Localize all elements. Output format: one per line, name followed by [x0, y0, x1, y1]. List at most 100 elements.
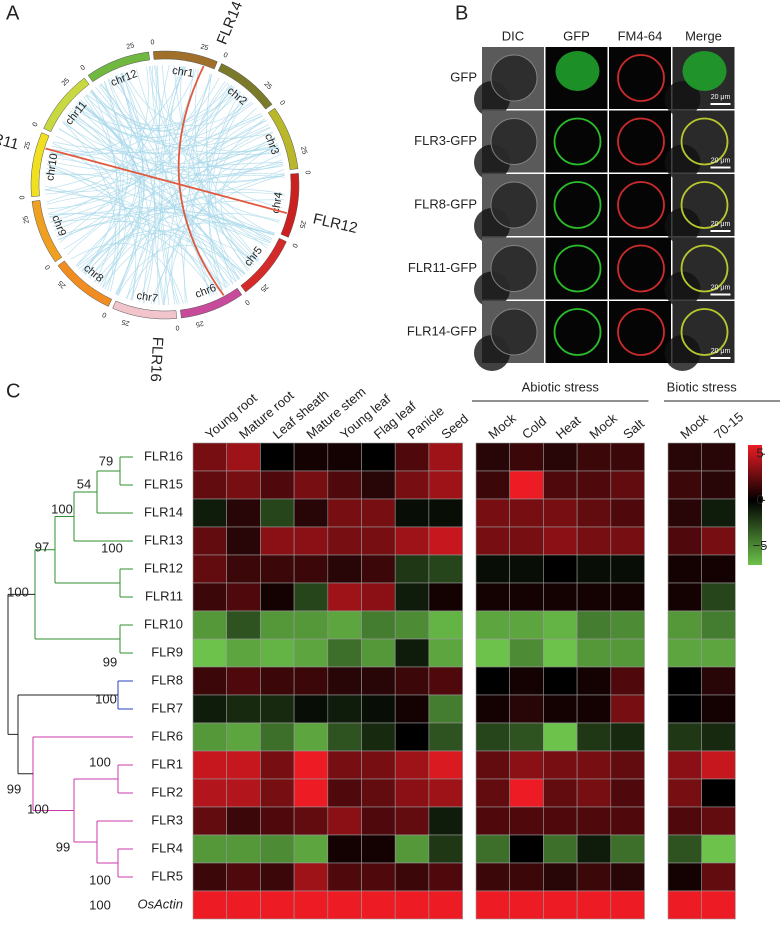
- heatmap-cell: [509, 666, 544, 696]
- tick-label: 25: [57, 279, 68, 290]
- synteny-link: [117, 244, 246, 296]
- row-label: FLR4: [151, 840, 183, 855]
- heatmap-cell: [260, 638, 295, 668]
- heatmap-cell: [610, 554, 645, 584]
- row-label: FLR5: [151, 868, 183, 883]
- tick-label: 25: [299, 146, 308, 155]
- heatmap-cell: [394, 666, 430, 696]
- membrane: [553, 244, 602, 293]
- tick-label: 0: [303, 170, 310, 175]
- heatmap-cell: [226, 750, 261, 780]
- row-label: FLR9: [151, 644, 183, 659]
- heatmap-cell: [361, 526, 396, 556]
- membrane: [617, 54, 665, 102]
- heatmap-cell: [576, 470, 612, 500]
- synteny-link: [125, 174, 285, 299]
- heatmap-cell: [701, 778, 736, 808]
- scale-bar-label: 20 μm: [711, 221, 731, 228]
- synteny-link: [206, 74, 234, 285]
- heatmap-cell: [327, 498, 362, 528]
- heatmap-cell: [610, 610, 645, 640]
- heatmap-cell: [543, 498, 578, 528]
- heatmap-cell: [475, 638, 511, 668]
- synteny-link: [63, 120, 275, 236]
- bootstrap-label: 97: [35, 539, 49, 554]
- heatmap-cell: [509, 834, 544, 864]
- heatmap-cell: [610, 666, 645, 696]
- chromosome-label: chr3: [262, 132, 281, 156]
- scale-bar-label: 20 μm: [711, 284, 731, 291]
- panel-label: B: [455, 2, 468, 24]
- heatmap-cell: [475, 470, 511, 500]
- row-label: FLR14: [144, 504, 183, 519]
- heatmap-cell: [260, 890, 295, 920]
- synteny-link: [70, 243, 184, 304]
- heatmap-cell: [394, 722, 430, 752]
- tick-label: 0: [44, 263, 52, 270]
- synteny-link: [80, 86, 234, 142]
- heatmap-cell: [293, 750, 329, 780]
- tick-label: 25: [298, 220, 307, 230]
- chromosome-label: chr4: [270, 191, 285, 214]
- heatmap-cell: [327, 890, 362, 920]
- heatmap-cell: [192, 526, 228, 556]
- tick-label: 0: [150, 39, 155, 46]
- heatmap-cell: [428, 834, 463, 864]
- heatmap-cell: [475, 666, 511, 696]
- membrane: [553, 181, 602, 229]
- heatmap-cell: [192, 610, 228, 640]
- heatmap-cell: [509, 638, 544, 668]
- synteny-link: [94, 81, 124, 283]
- heatmap-cell: [428, 890, 463, 920]
- chromosome-label: chr1: [171, 65, 194, 80]
- chromosome-arc: [267, 107, 299, 170]
- heatmap-cell: [327, 638, 362, 668]
- heatmap-cell: [475, 442, 511, 472]
- heatmap-cell: [327, 582, 362, 612]
- synteny-link: [54, 89, 238, 232]
- synteny-link: [48, 156, 239, 280]
- synteny-link: [47, 137, 276, 172]
- heatmap-cell: [543, 722, 578, 752]
- heatmap-cell: [226, 890, 261, 920]
- column-header: GFP: [563, 28, 590, 43]
- tick-label: 0: [175, 323, 180, 330]
- row-label: FLR10: [144, 616, 183, 631]
- panel-label: C: [6, 380, 20, 402]
- heatmap-cell: [327, 442, 362, 472]
- heatmap-cell: [394, 834, 430, 864]
- gfp-signal: [555, 51, 600, 91]
- synteny-link: [121, 72, 186, 304]
- gene-label: FLR16: [147, 336, 166, 382]
- heatmap-cell: [543, 610, 578, 640]
- heatmap-cell: [509, 750, 544, 780]
- heatmap-cell: [701, 442, 736, 472]
- membrane: [617, 181, 665, 229]
- membrane: [617, 244, 665, 293]
- membrane: [680, 117, 729, 166]
- heatmap-cell: [226, 442, 261, 472]
- row-label: FLR3-GFP: [414, 133, 477, 148]
- synteny-link: [76, 102, 141, 278]
- heatmap-cell: [428, 862, 463, 892]
- heatmap-cell: [260, 834, 295, 864]
- heatmap-cell: [543, 862, 578, 892]
- synteny-link: [159, 66, 182, 305]
- synteny-link: [108, 78, 258, 149]
- heatmap-cell: [610, 470, 645, 500]
- heatmap-cell: [192, 694, 228, 724]
- heatmap-cell: [428, 526, 463, 556]
- heatmap-cell: [701, 666, 736, 696]
- row-label: OsActin: [137, 896, 183, 911]
- heatmap-cell: [361, 610, 396, 640]
- tick-label: 25: [200, 43, 210, 52]
- heatmap-cell: [610, 862, 645, 892]
- heatmap-cell: [226, 526, 261, 556]
- heatmap-cell: [576, 834, 612, 864]
- heatmap-cell: [576, 806, 612, 836]
- chromosome-label: chr7: [136, 290, 159, 305]
- heatmap-cell: [226, 554, 261, 584]
- heatmap-cell: [192, 638, 228, 668]
- colorbar-label: −5: [753, 538, 768, 553]
- heatmap-cell: [394, 610, 430, 640]
